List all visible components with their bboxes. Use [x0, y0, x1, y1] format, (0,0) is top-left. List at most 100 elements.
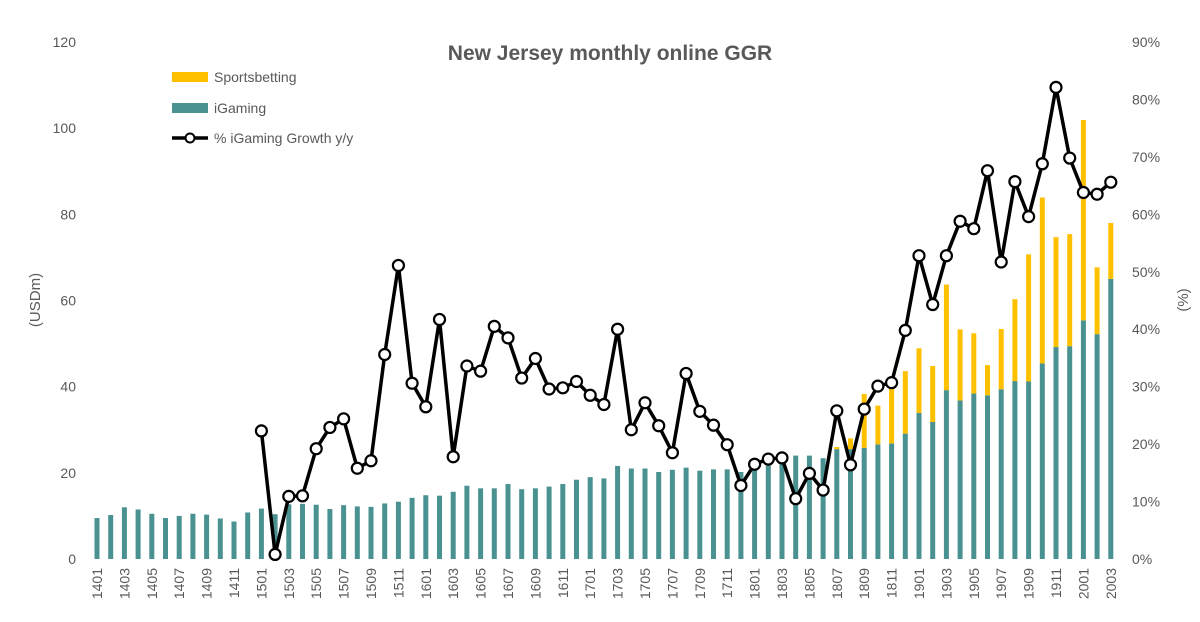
bar-sportsbetting-2001 — [1080, 119, 1086, 321]
growth-point-1911 — [1049, 80, 1063, 94]
bar-igaming-1711 — [724, 469, 730, 559]
x-tick-1711: 1711 — [719, 568, 735, 598]
growth-point-1511 — [391, 258, 405, 273]
growth-point-1610 — [542, 382, 556, 396]
legend-label-sportsbetting: Sportsbetting — [214, 69, 297, 85]
growth-point-1606 — [487, 319, 501, 333]
bar-igaming-1704 — [628, 468, 634, 559]
y-tick-left-100: 100 — [53, 120, 77, 136]
y-tick-left-20: 20 — [60, 465, 76, 481]
y-tick-right-70pct: 70% — [1132, 149, 1160, 165]
growth-point-1810 — [871, 379, 885, 393]
bar-igaming-1901 — [916, 412, 922, 559]
legend-label-growth: % iGaming Growth y/y — [214, 130, 353, 146]
bar-sportsbetting-1808 — [848, 438, 853, 450]
growth-point-1503 — [282, 489, 296, 503]
growth-point-1808 — [843, 458, 858, 472]
bar-igaming-1401 — [94, 518, 100, 559]
bar-igaming-1806 — [820, 458, 826, 559]
bar-igaming-1505 — [313, 504, 319, 559]
x-tick-1411: 1411 — [226, 568, 242, 598]
legend: Sportsbetting iGaming % iGaming Growth y… — [172, 69, 353, 146]
growth-point-1706 — [652, 419, 666, 433]
y-tick-right-60pct: 60% — [1132, 206, 1160, 222]
bar-igaming-1906 — [985, 395, 990, 559]
bar-igaming-1705 — [642, 468, 648, 559]
bar-igaming-1406 — [163, 518, 168, 559]
legend-swatch-igaming — [172, 103, 208, 113]
growth-point-1904 — [953, 214, 967, 228]
bar-igaming-1403 — [121, 507, 127, 559]
growth-point-1603 — [446, 450, 460, 464]
bar-sportsbetting-1907 — [998, 328, 1004, 390]
y-tick-left-80: 80 — [60, 206, 76, 222]
bar-igaming-1801 — [752, 467, 758, 559]
bar-igaming-1607 — [505, 484, 511, 559]
bar-igaming-1503 — [286, 504, 292, 559]
growth-point-1507 — [337, 412, 351, 426]
bar-igaming-1510 — [382, 503, 388, 559]
bar-igaming-1405 — [149, 513, 155, 559]
bar-igaming-1507 — [341, 505, 347, 559]
bar-igaming-1409 — [204, 514, 210, 559]
growth-point-1902 — [926, 297, 940, 312]
growth-point-1912 — [1063, 151, 1077, 165]
bar-sportsbetting-2003 — [1108, 222, 1114, 279]
x-tick-1407: 1407 — [171, 568, 187, 599]
legend-swatch-sportsbetting — [172, 72, 208, 82]
bar-sportsbetting-1909 — [1026, 254, 1032, 382]
growth-point-1505 — [309, 442, 323, 456]
bar-sportsbetting-1809 — [861, 393, 867, 448]
bar-igaming-1707 — [669, 469, 675, 559]
bar-igaming-1410 — [217, 518, 223, 559]
x-tick-1601: 1601 — [418, 568, 434, 599]
x-tick-1705: 1705 — [637, 568, 653, 599]
bar-sportsbetting-1906 — [985, 365, 990, 396]
growth-point-1907 — [994, 255, 1008, 269]
bar-igaming-1508 — [354, 506, 360, 559]
x-tick-1403: 1403 — [116, 568, 132, 599]
bar-igaming-1710 — [711, 469, 716, 559]
x-tick-1503: 1503 — [281, 568, 297, 599]
y-tick-left-120: 120 — [53, 34, 77, 50]
growth-point-1809 — [857, 402, 871, 416]
y-tick-left-0: 0 — [68, 551, 76, 567]
bar-igaming-1912 — [1067, 346, 1073, 559]
bar-igaming-2003 — [1108, 278, 1114, 559]
bar-sportsbetting-1904 — [957, 329, 963, 401]
igaming-bars — [94, 278, 1114, 559]
x-tick-1607: 1607 — [500, 568, 516, 599]
bar-igaming-1712 — [738, 471, 744, 559]
growth-point-1509 — [364, 454, 378, 468]
growth-point-1909 — [1021, 210, 1036, 224]
x-tick-1809: 1809 — [856, 568, 872, 599]
growth-point-1611 — [556, 381, 570, 395]
bar-igaming-1703 — [615, 465, 621, 559]
x-tick-1511: 1511 — [390, 568, 406, 598]
bar-igaming-1502 — [272, 514, 278, 559]
growth-point-1702 — [597, 397, 611, 412]
bar-igaming-1608 — [519, 489, 525, 559]
bar-igaming-1808 — [848, 449, 853, 559]
bar-igaming-1911 — [1053, 347, 1059, 559]
growth-point-1803 — [775, 451, 789, 465]
growth-point-1607 — [501, 331, 515, 345]
growth-point-1901 — [912, 249, 926, 263]
x-tick-1509: 1509 — [363, 568, 379, 599]
growth-point-2002 — [1090, 187, 1104, 201]
growth-point-1510 — [378, 347, 392, 362]
bar-igaming-1512 — [409, 497, 415, 559]
bar-igaming-1903 — [943, 390, 949, 559]
y-axis-right-ticks: 0% 10% 20% 30% 40% 50% 60% 70% 80% 90% — [1132, 34, 1160, 567]
bar-igaming-1609 — [532, 488, 538, 559]
y-tick-right-0pct: 0% — [1132, 551, 1152, 567]
bar-sportsbetting-1810 — [875, 405, 881, 445]
growth-point-1708 — [679, 366, 693, 381]
bar-igaming-1902 — [930, 421, 936, 559]
bar-igaming-1807 — [834, 449, 840, 559]
bar-igaming-2001 — [1080, 320, 1086, 559]
bar-igaming-1802 — [765, 465, 771, 559]
x-tick-1901: 1901 — [911, 568, 927, 599]
x-tick-1605: 1605 — [473, 568, 489, 599]
x-tick-1801: 1801 — [747, 568, 763, 599]
